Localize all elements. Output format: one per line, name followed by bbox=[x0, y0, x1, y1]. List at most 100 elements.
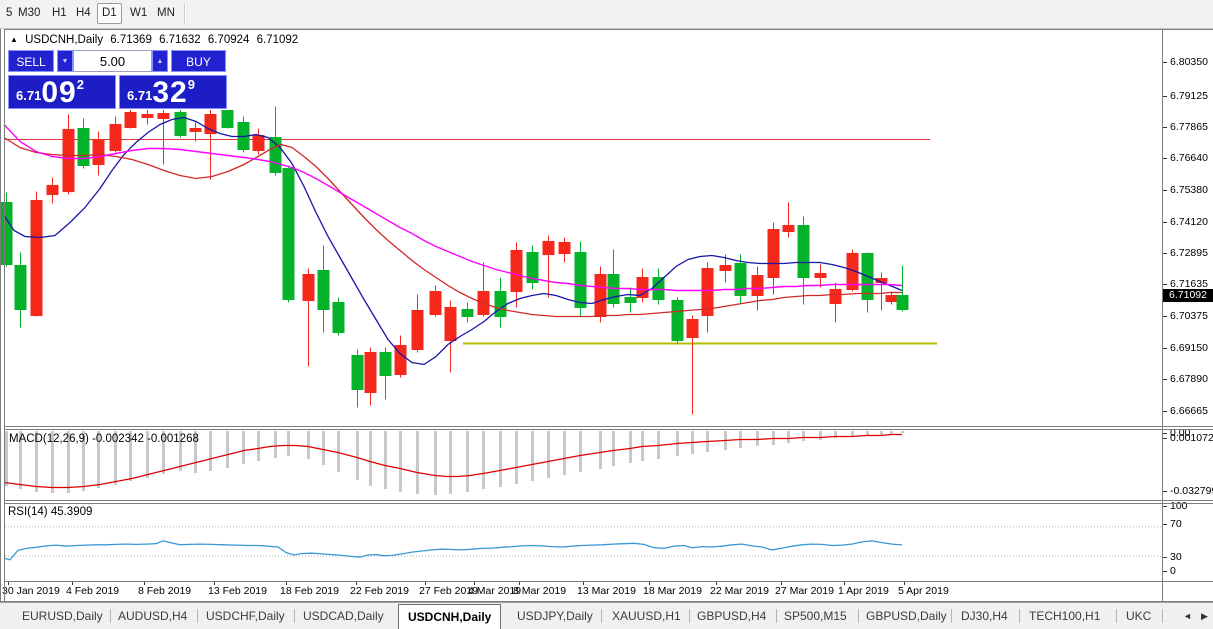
candle-body bbox=[141, 114, 154, 118]
timeframe-button-w1[interactable]: W1 bbox=[130, 7, 148, 19]
sell-price-button[interactable]: 6.71 09 2 bbox=[8, 75, 116, 109]
tab-divider bbox=[294, 609, 295, 623]
price-axis-label: 6.70375 bbox=[1170, 310, 1208, 322]
timeframe-button-m30[interactable]: M30 bbox=[18, 7, 41, 19]
macd-separator-top bbox=[4, 426, 1213, 427]
chart-tab-bar: EURUSD,Daily AUDUSD,H4 USDCHF,Daily USDCAD,… bbox=[0, 602, 1213, 629]
timeframe-button-5[interactable]: 5 bbox=[6, 7, 13, 19]
collapse-icon[interactable]: ▲ bbox=[10, 35, 18, 44]
timeframe-button-h1[interactable]: H1 bbox=[52, 7, 67, 19]
macd-signal-line bbox=[3, 433, 902, 489]
tab-divider bbox=[601, 609, 602, 623]
timeframe-button-d1[interactable]: D1 bbox=[97, 3, 122, 24]
candle-body bbox=[636, 277, 649, 298]
candle-body bbox=[14, 265, 27, 310]
tab-scroll-left-icon[interactable]: ◄ bbox=[1183, 611, 1192, 621]
ohlc-open: 6.71369 bbox=[110, 34, 152, 46]
time-axis-label: 13 Mar 2019 bbox=[577, 585, 636, 597]
rsi-axis-label: 100 bbox=[1170, 500, 1188, 512]
tab-divider bbox=[951, 609, 952, 623]
macd-label: MACD(12,26,9) -0.002342 -0.001268 bbox=[9, 433, 199, 445]
candle-body bbox=[558, 242, 571, 254]
candle-body bbox=[494, 291, 507, 317]
candle-body bbox=[542, 241, 555, 255]
candle-body bbox=[411, 310, 424, 350]
volume-decrease-button[interactable]: ▼ bbox=[57, 50, 73, 72]
rsi-axis-label: 70 bbox=[1170, 518, 1182, 530]
tab-usdjpy-daily[interactable]: USDJPY,Daily bbox=[517, 609, 593, 623]
time-axis-label: 18 Mar 2019 bbox=[643, 585, 702, 597]
sell-button[interactable]: SELL bbox=[8, 50, 54, 72]
candle-body bbox=[62, 129, 75, 192]
price-axis-label: 6.74120 bbox=[1170, 216, 1208, 228]
tab-ukc[interactable]: UKC bbox=[1126, 609, 1152, 623]
price-axis-area[interactable] bbox=[1162, 30, 1213, 581]
candle-body bbox=[574, 252, 587, 308]
ohlc-low: 6.70924 bbox=[207, 34, 250, 46]
candle-body bbox=[896, 295, 909, 310]
tab-eurusd-daily[interactable]: EURUSD,Daily bbox=[22, 609, 103, 623]
candle-body bbox=[109, 124, 122, 151]
buy-price-button[interactable]: 6.71 32 9 bbox=[119, 75, 227, 109]
ma-mid-line bbox=[3, 136, 902, 318]
timeframe-button-h4[interactable]: H4 bbox=[76, 7, 91, 19]
candle-body bbox=[767, 229, 780, 278]
candle-body bbox=[204, 114, 217, 134]
candle-body bbox=[510, 250, 523, 292]
tab-divider bbox=[197, 609, 198, 623]
ma-slow-line bbox=[3, 124, 903, 292]
candle-body bbox=[30, 200, 43, 316]
tab-sp500-m15[interactable]: SP500,M15 bbox=[784, 609, 847, 623]
tab-usdcnh-daily[interactable]: USDCNH,Daily bbox=[398, 604, 502, 629]
candle-body bbox=[394, 345, 407, 375]
candle-body bbox=[157, 113, 170, 119]
window-bottom-border bbox=[0, 601, 1213, 602]
rsi-axis-label: 30 bbox=[1170, 551, 1182, 563]
candle-body bbox=[444, 307, 457, 341]
current-price-tag: 6.71092 bbox=[1163, 289, 1213, 302]
tab-gbpusd-daily[interactable]: GBPUSD,Daily bbox=[866, 609, 947, 623]
price-axis-label: 6.71635 bbox=[1170, 278, 1208, 290]
tab-scroll-right-icon[interactable]: ▶ bbox=[1201, 611, 1208, 621]
candle-body bbox=[846, 253, 859, 290]
candle-body bbox=[364, 352, 377, 393]
candle-body bbox=[701, 268, 714, 316]
tab-tech100-h1[interactable]: TECH100,H1 bbox=[1029, 609, 1101, 623]
tab-audusd-h4[interactable]: AUDUSD,H4 bbox=[118, 609, 188, 623]
price-axis-label: 6.76640 bbox=[1170, 152, 1208, 164]
tab-usdchf-daily[interactable]: USDCHF,Daily bbox=[206, 609, 285, 623]
rsi-separator-bottom bbox=[4, 503, 1213, 504]
tab-xauusd-h1[interactable]: XAUUSD,H1 bbox=[612, 609, 681, 623]
timeframe-button-mn[interactable]: MN bbox=[157, 7, 175, 19]
price-axis-label: 6.79125 bbox=[1170, 90, 1208, 102]
buy-button[interactable]: BUY bbox=[171, 50, 226, 72]
time-axis-label: 27 Feb 2019 bbox=[419, 585, 478, 597]
candle-body bbox=[719, 265, 732, 271]
time-axis-label: 22 Feb 2019 bbox=[350, 585, 409, 597]
toolbar-separator bbox=[184, 3, 186, 25]
sell-price-main: 09 bbox=[41, 76, 77, 109]
candle-body bbox=[782, 225, 795, 232]
time-axis-label: 1 Apr 2019 bbox=[838, 585, 889, 597]
candle-body bbox=[174, 112, 187, 136]
ohlc-close: 6.71092 bbox=[256, 34, 299, 46]
time-axis-label: 30 Jan 2019 bbox=[2, 585, 60, 597]
tab-dj30-h4[interactable]: DJ30,H4 bbox=[961, 609, 1008, 623]
macd-axis-label: 0.001072 bbox=[1170, 432, 1213, 444]
volume-increase-button[interactable]: ▲ bbox=[152, 50, 168, 72]
time-axis-label: 8 Feb 2019 bbox=[138, 585, 192, 597]
tab-gbpusd-h4[interactable]: GBPUSD,H4 bbox=[697, 609, 767, 623]
macd-axis-label: -0.032799 bbox=[1170, 485, 1213, 497]
candle-body bbox=[124, 112, 137, 128]
chart-left-border bbox=[4, 29, 5, 601]
tab-usdcad-daily[interactable]: USDCAD,Daily bbox=[303, 609, 384, 623]
volume-input[interactable] bbox=[73, 50, 152, 72]
rsi-panel-area[interactable] bbox=[4, 503, 1162, 581]
macd-separator-bottom bbox=[4, 429, 1213, 430]
buy-price-prefix: 6.71 bbox=[127, 88, 153, 103]
candle-body bbox=[221, 110, 234, 128]
candle-body bbox=[351, 355, 364, 390]
candle-body bbox=[379, 352, 392, 376]
